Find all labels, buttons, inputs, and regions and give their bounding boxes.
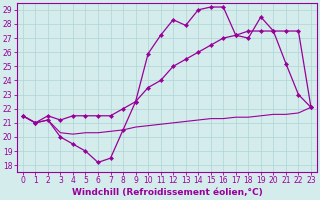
X-axis label: Windchill (Refroidissement éolien,°C): Windchill (Refroidissement éolien,°C) (72, 188, 262, 197)
